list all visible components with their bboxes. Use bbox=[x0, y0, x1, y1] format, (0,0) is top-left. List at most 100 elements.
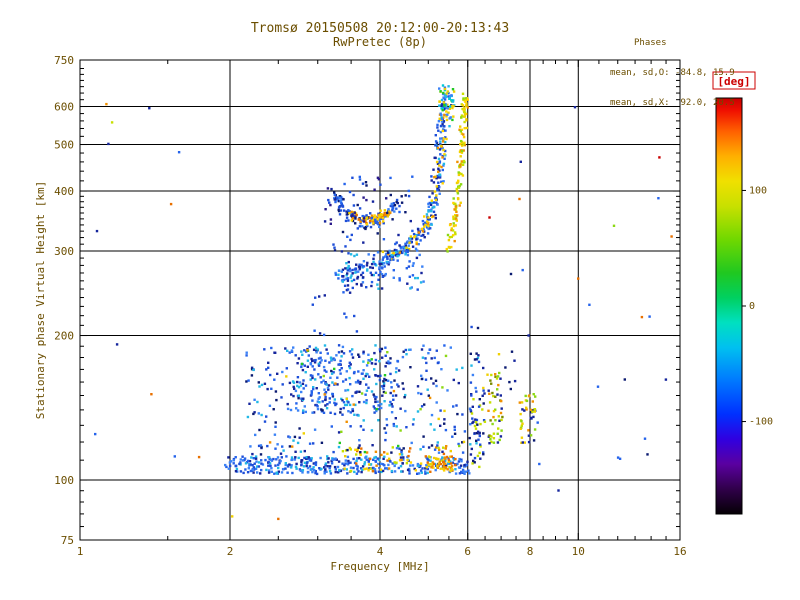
scatter-point bbox=[441, 156, 444, 159]
scatter-point bbox=[400, 201, 404, 204]
scatter-point bbox=[430, 199, 433, 202]
scatter-point bbox=[427, 394, 430, 397]
scatter-point bbox=[302, 397, 305, 400]
scatter-point bbox=[496, 432, 499, 435]
scatter-point bbox=[381, 469, 385, 473]
scatter-point bbox=[369, 219, 372, 223]
scatter-point bbox=[434, 196, 438, 199]
scatter-point bbox=[407, 265, 411, 268]
scatter-point bbox=[456, 160, 459, 164]
scatter-point bbox=[400, 453, 404, 456]
scatter-point bbox=[445, 118, 449, 122]
scatter-point bbox=[452, 224, 456, 228]
scatter-point bbox=[478, 434, 481, 438]
scatter-point bbox=[458, 457, 461, 461]
scatter-point bbox=[444, 467, 448, 470]
scatter-point bbox=[354, 381, 358, 384]
scatter-point bbox=[251, 452, 254, 456]
scatter-point bbox=[452, 457, 455, 460]
scatter-point bbox=[358, 401, 361, 404]
scatter-point bbox=[446, 90, 449, 93]
scatter-point bbox=[382, 387, 385, 390]
scatter-point bbox=[224, 463, 227, 467]
scatter-point bbox=[319, 376, 322, 379]
scatter-point bbox=[596, 385, 600, 388]
scatter-point bbox=[337, 199, 340, 203]
scatter-point bbox=[471, 421, 474, 425]
scatter-point bbox=[244, 462, 248, 465]
scatter-point bbox=[383, 400, 386, 403]
scatter-point bbox=[377, 178, 381, 181]
scatter-point bbox=[420, 405, 424, 408]
scatter-point bbox=[433, 176, 436, 179]
scatter-point bbox=[409, 447, 412, 450]
scatter-point bbox=[267, 361, 270, 364]
scatter-point bbox=[440, 102, 444, 106]
scatter-point bbox=[376, 232, 379, 235]
scatter-point bbox=[315, 351, 318, 354]
scatter-point bbox=[456, 192, 460, 195]
scatter-point bbox=[329, 222, 332, 225]
scatter-point bbox=[536, 421, 539, 424]
scatter-point bbox=[359, 220, 362, 223]
scatter-point bbox=[442, 138, 445, 142]
scatter-point bbox=[286, 407, 290, 411]
scatter-point bbox=[288, 463, 291, 466]
scatter-point bbox=[311, 365, 314, 368]
scatter-point bbox=[312, 466, 315, 469]
scatter-point bbox=[380, 261, 384, 264]
scatter-point bbox=[370, 262, 374, 266]
scatter-point bbox=[383, 427, 386, 430]
scatter-point bbox=[497, 383, 500, 387]
scatter-point bbox=[404, 244, 407, 247]
scatter-point bbox=[347, 264, 350, 268]
scatter-point bbox=[449, 116, 452, 119]
scatter-point bbox=[311, 399, 314, 402]
scatter-point bbox=[373, 456, 376, 459]
scatter-point bbox=[373, 262, 376, 266]
scatter-point bbox=[449, 455, 452, 458]
scatter-point bbox=[295, 407, 298, 410]
scatter-point bbox=[436, 126, 439, 129]
scatter-point bbox=[494, 375, 497, 378]
scatter-point bbox=[400, 449, 403, 452]
scatter-point bbox=[249, 463, 252, 466]
scatter-point bbox=[519, 160, 522, 163]
scatter-point bbox=[356, 448, 359, 451]
scatter-point bbox=[387, 360, 390, 363]
scatter-point bbox=[474, 418, 477, 421]
scatter-point bbox=[322, 379, 325, 382]
scatter-point bbox=[442, 148, 445, 152]
scatter-point bbox=[397, 369, 401, 372]
scatter-point bbox=[340, 196, 343, 199]
scatter-point bbox=[520, 401, 524, 404]
scatter-point bbox=[345, 316, 348, 319]
scatter-point bbox=[318, 295, 321, 298]
scatter-point bbox=[483, 392, 486, 395]
scatter-point bbox=[498, 371, 501, 375]
scatter-point bbox=[440, 120, 444, 123]
scatter-point bbox=[407, 194, 411, 198]
y-tick-label: 200 bbox=[54, 330, 74, 343]
scatter-point bbox=[409, 287, 412, 290]
scatter-point bbox=[255, 460, 258, 463]
scatter-point bbox=[381, 463, 385, 466]
scatter-point bbox=[292, 394, 295, 398]
scatter-point bbox=[409, 366, 412, 369]
scatter-point bbox=[488, 442, 491, 445]
scatter-point bbox=[440, 117, 444, 121]
scatter-point bbox=[309, 374, 313, 377]
scatter-point bbox=[299, 384, 303, 387]
scatter-point bbox=[360, 447, 363, 450]
scatter-point bbox=[325, 470, 328, 473]
scatter-point bbox=[408, 469, 411, 472]
scatter-point bbox=[343, 312, 346, 315]
scatter-point bbox=[371, 266, 374, 270]
scatter-point bbox=[343, 467, 346, 470]
scatter-point bbox=[482, 402, 485, 405]
scatter-point bbox=[357, 353, 360, 356]
scatter-point bbox=[285, 455, 288, 458]
scatter-point bbox=[427, 352, 430, 355]
scatter-point bbox=[365, 223, 369, 226]
scatter-point bbox=[404, 194, 407, 197]
